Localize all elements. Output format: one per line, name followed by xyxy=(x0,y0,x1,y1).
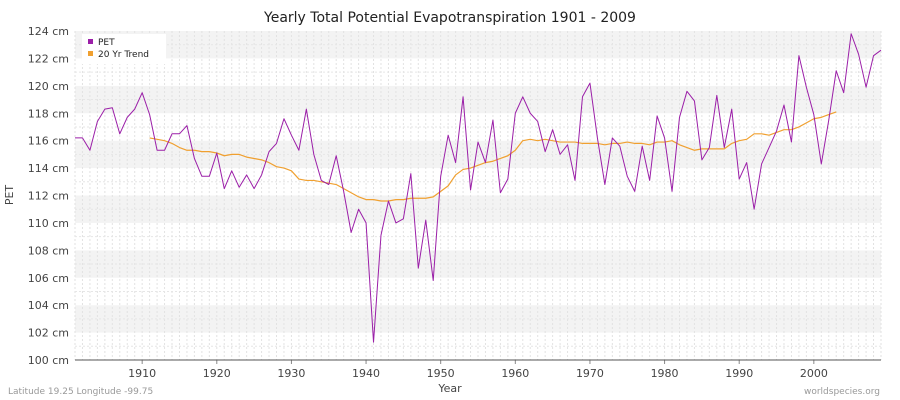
x-tick-label: 1920 xyxy=(203,367,231,380)
legend: PET 20 Yr Trend xyxy=(82,34,166,64)
x-tick-label: 1980 xyxy=(651,367,679,380)
legend-label-trend: 20 Yr Trend xyxy=(98,50,149,60)
legend-label-pet: PET xyxy=(98,38,115,48)
legend-swatch-trend xyxy=(88,51,93,56)
y-tick-label: 106 cm xyxy=(28,272,69,285)
x-tick-label: 2000 xyxy=(800,367,828,380)
x-tick-label: 1990 xyxy=(725,367,753,380)
chart-title: Yearly Total Potential Evapotranspiratio… xyxy=(263,10,636,26)
legend-box xyxy=(82,34,166,64)
legend-swatch-pet xyxy=(88,39,93,44)
x-tick-label: 1960 xyxy=(501,367,529,380)
x-axis-label: Year xyxy=(437,382,462,395)
y-tick-label: 124 cm xyxy=(28,25,69,38)
x-tick-label: 1940 xyxy=(352,367,380,380)
y-tick-label: 108 cm xyxy=(28,244,69,257)
y-tick-label: 116 cm xyxy=(28,135,69,148)
series-line-pet xyxy=(75,33,882,343)
y-tick-label: 114 cm xyxy=(28,162,69,175)
series-layer xyxy=(75,33,882,343)
series-line-trend xyxy=(149,111,837,202)
x-tick-label: 1930 xyxy=(277,367,305,380)
y-axis-label: PET xyxy=(3,185,16,206)
y-tick-label: 100 cm xyxy=(28,354,69,367)
y-tick-label: 104 cm xyxy=(28,299,69,312)
y-tick-label: 102 cm xyxy=(28,327,69,340)
footer-source: worldspecies.org xyxy=(804,387,880,397)
y-tick-label: 122 cm xyxy=(28,52,69,65)
footer-coordinates: Latitude 19.25 Longitude -99.75 xyxy=(8,387,153,397)
grid-lines xyxy=(74,31,882,360)
axes: 100 cm 102 cm 104 cm 106 cm 108 cm 110 cm 112 … xyxy=(28,25,881,380)
y-tick-label: 118 cm xyxy=(28,107,69,120)
x-tick-label: 1970 xyxy=(576,367,604,380)
x-tick-label: 1950 xyxy=(427,367,455,380)
y-tick-label: 112 cm xyxy=(28,190,69,203)
x-tick-label: 1910 xyxy=(128,367,156,380)
y-tick-label: 110 cm xyxy=(28,217,69,230)
y-tick-label: 120 cm xyxy=(28,80,69,93)
